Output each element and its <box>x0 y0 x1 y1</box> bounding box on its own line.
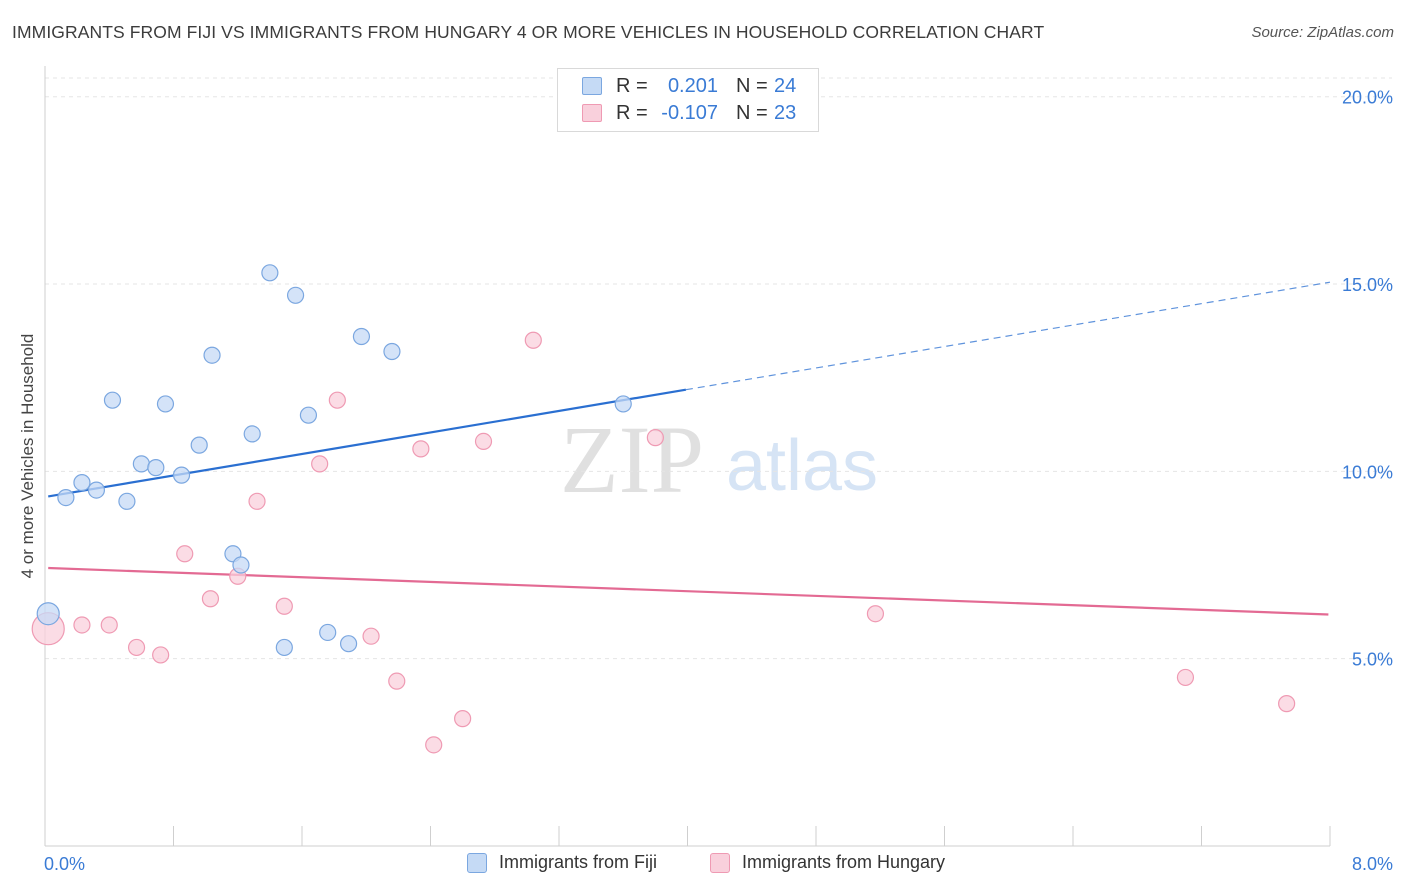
hungary-point <box>524 331 542 349</box>
correlation-legend: R = 0.201 N = 24 R = -0.107 N = 23 <box>557 68 819 132</box>
fiji-point <box>172 466 191 484</box>
fiji-point <box>614 395 632 413</box>
fiji-point <box>73 474 91 492</box>
fiji-point <box>147 459 165 477</box>
fiji-trend-extension <box>685 281 1331 391</box>
hungary-legend-swatch <box>710 852 730 873</box>
legend-item-hungary[interactable]: Immigrants from Hungary <box>710 852 945 873</box>
hungary-point <box>646 429 664 447</box>
fiji-point <box>36 602 60 626</box>
fiji-point <box>118 492 136 510</box>
fiji-legend-swatch <box>467 852 487 873</box>
r-value: -0.107 <box>661 101 718 124</box>
watermark-atlas: atlas <box>726 426 878 506</box>
fiji-point <box>132 455 150 473</box>
r-label: R = <box>616 74 648 97</box>
fiji-point <box>57 488 75 507</box>
legend-item-fiji[interactable]: Immigrants from Fiji <box>467 852 657 873</box>
fiji-point <box>261 264 279 282</box>
x-tick-label: 0.0% <box>44 854 85 874</box>
n-label: N = <box>736 74 768 97</box>
hungary-point <box>275 597 293 615</box>
n-value: 24 <box>774 74 797 97</box>
hungary-point <box>474 432 493 450</box>
fiji-point <box>232 556 250 574</box>
hungary-point <box>328 391 346 409</box>
legend-row-fiji: R = 0.201 N = 24 <box>582 73 796 99</box>
fiji-point <box>299 406 318 424</box>
series-legend: Immigrants from Fiji Immigrants from Hun… <box>0 852 1406 878</box>
hungary-point <box>454 710 472 728</box>
fiji-point <box>275 638 293 657</box>
r-value: 0.201 <box>667 74 718 97</box>
x-tick-label: 8.0% <box>1352 854 1393 874</box>
fiji-point <box>243 425 261 443</box>
hungary-point <box>388 672 406 690</box>
source-label: Source: ZipAtlas.com <box>1251 24 1394 41</box>
fiji-point <box>156 395 175 413</box>
legend-label-fiji: Immigrants from Fiji <box>499 852 658 872</box>
fiji-point <box>383 342 401 361</box>
r-label: R = <box>616 101 648 124</box>
hungary-point <box>152 646 170 664</box>
watermark-zip: ZIP <box>560 406 704 513</box>
hungary-point <box>176 545 194 563</box>
fiji-point <box>87 481 106 499</box>
fiji-point <box>286 286 305 304</box>
hungary-point <box>73 616 91 634</box>
hungary-swatch <box>582 104 602 122</box>
hungary-point <box>362 627 380 645</box>
hungary-point <box>1278 695 1296 713</box>
legend-row-hungary: R = -0.107 N = 23 <box>582 100 796 126</box>
fiji-point <box>190 436 208 454</box>
hungary-point <box>1176 668 1195 687</box>
hungary-point <box>311 455 329 473</box>
y-tick-label: 15.0% <box>1342 275 1393 295</box>
fiji-point <box>339 635 358 653</box>
legend-label-hungary: Immigrants from Hungary <box>742 852 946 872</box>
hungary-point <box>866 605 885 623</box>
y-tick-label: 20.0% <box>1342 88 1393 108</box>
hungary-point <box>425 736 443 754</box>
hungary-point <box>127 638 146 657</box>
hungary-point <box>412 440 430 458</box>
n-value: 23 <box>774 101 797 124</box>
fiji-point <box>319 623 337 642</box>
chart-title: IMMIGRANTS FROM FIJI VS IMMIGRANTS FROM … <box>12 22 1045 42</box>
fiji-trend-line <box>48 388 687 498</box>
fiji-point <box>103 391 122 409</box>
y-tick-label: 5.0% <box>1352 650 1393 670</box>
fiji-swatch <box>582 77 602 95</box>
y-tick-label: 10.0% <box>1342 462 1393 482</box>
fiji-point <box>203 346 221 364</box>
hungary-point <box>100 616 118 634</box>
n-label: N = <box>736 101 768 124</box>
hungary-point <box>201 590 220 608</box>
fiji-point <box>352 327 371 346</box>
hungary-point <box>248 492 266 510</box>
hungary-trend-line <box>48 566 1329 616</box>
